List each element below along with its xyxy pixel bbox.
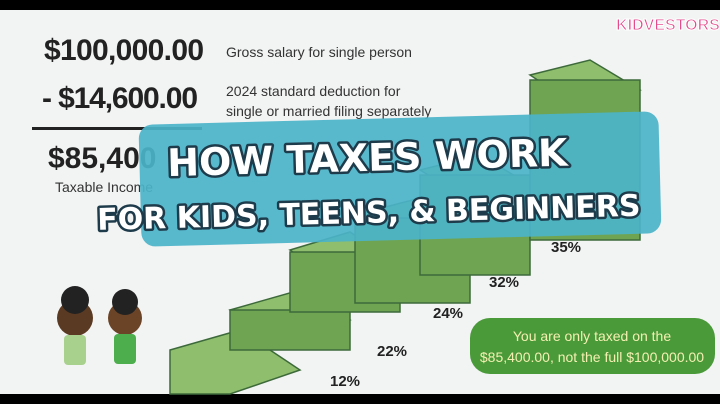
bracket-label: 22% <box>377 343 407 360</box>
callout-text: You are only taxed on the <box>513 328 671 344</box>
bracket-label: 35% <box>551 239 581 256</box>
title-line: HOW TAXES WORK <box>167 131 570 186</box>
deduction-note: 2024 standard deduction for <box>226 83 401 99</box>
callout-text: $85,400.00, not the full $100,000.00 <box>480 349 704 365</box>
taxable-note: Taxable Income <box>55 179 153 195</box>
sum-line <box>32 127 202 130</box>
bracket-label: 24% <box>433 305 463 322</box>
deduction-amount: - $14,600.00 <box>42 82 198 115</box>
gross-note: Gross salary for single person <box>226 44 412 60</box>
title-banner: HOW TAXES WORK FOR KIDS, TEENS, & BEGINN… <box>94 111 662 247</box>
kids <box>57 286 142 365</box>
bracket-label: 32% <box>489 274 519 291</box>
brand-logo: KIDVESTORS <box>616 17 720 34</box>
deduction-note: single or married filing separately <box>226 103 431 119</box>
taxable-amount: $85,400 <box>48 142 156 175</box>
callout-box <box>470 318 715 374</box>
bracket-label: 12% <box>330 373 360 390</box>
gross-amount: $100,000.00 <box>44 34 204 67</box>
